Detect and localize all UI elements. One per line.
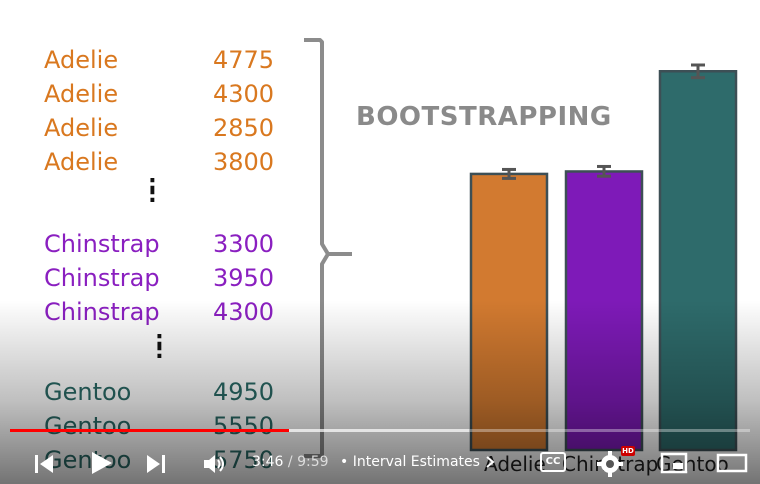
settings-gear-icon[interactable] bbox=[596, 450, 624, 478]
previous-icon[interactable] bbox=[32, 452, 56, 476]
cc-label: CC bbox=[545, 456, 561, 467]
volume-icon[interactable] bbox=[202, 452, 228, 476]
progress-played bbox=[10, 429, 289, 432]
table-mass-1: 4300 bbox=[213, 80, 275, 108]
table-mass-4: 3300 bbox=[213, 230, 275, 258]
table-mass-7: 4950 bbox=[213, 378, 275, 406]
error-bar-gentoo bbox=[691, 63, 705, 80]
bar-chart bbox=[469, 63, 738, 452]
bar-gentoo bbox=[658, 70, 738, 452]
bar-adelie bbox=[469, 172, 549, 452]
vertical-ellipsis-0: : : bbox=[148, 171, 157, 208]
table-species-6: Chinstrap bbox=[44, 298, 160, 326]
chapter-title: Interval Estimates bbox=[352, 454, 480, 470]
time-display: 3:46 / 9:59 bbox=[252, 454, 329, 470]
chapter-button[interactable]: • Interval Estimates bbox=[340, 454, 496, 470]
vertical-ellipsis-1: : : bbox=[155, 327, 164, 364]
table-species-7: Gentoo bbox=[44, 378, 132, 406]
next-icon[interactable] bbox=[144, 452, 168, 476]
table-species-4: Chinstrap bbox=[44, 230, 160, 258]
chapter-separator: • bbox=[340, 454, 349, 470]
bootstrapping-title: BOOTSTRAPPING bbox=[356, 102, 612, 132]
time-current: 3:46 bbox=[252, 454, 284, 470]
table-mass-5: 3950 bbox=[213, 264, 275, 292]
miniplayer-icon[interactable] bbox=[660, 452, 688, 474]
table-mass-6: 4300 bbox=[213, 298, 275, 326]
captions-button[interactable]: CC bbox=[540, 452, 566, 472]
error-bar-chinstrap bbox=[597, 164, 611, 178]
chevron-right-icon bbox=[486, 456, 495, 468]
curly-brace bbox=[304, 38, 352, 458]
table-mass-3: 3800 bbox=[213, 148, 275, 176]
theater-mode-icon[interactable] bbox=[716, 452, 748, 474]
bar-chinstrap bbox=[564, 170, 644, 452]
hd-badge: HD bbox=[621, 446, 635, 456]
table-species-0: Adelie bbox=[44, 46, 119, 74]
table-species-8: Gentoo bbox=[44, 412, 132, 440]
table-species-1: Adelie bbox=[44, 80, 119, 108]
time-separator: / bbox=[283, 454, 298, 470]
table-species-2: Adelie bbox=[44, 114, 119, 142]
table-mass-2: 2850 bbox=[213, 114, 275, 142]
time-duration: 9:59 bbox=[297, 454, 329, 470]
progress-bar[interactable] bbox=[10, 429, 750, 432]
error-bar-adelie bbox=[502, 167, 516, 180]
table-species-5: Chinstrap bbox=[44, 264, 160, 292]
table-mass-0: 4775 bbox=[213, 46, 275, 74]
table-species-3: Adelie bbox=[44, 148, 119, 176]
table-mass-8: 5550 bbox=[213, 412, 275, 440]
play-icon[interactable] bbox=[88, 450, 114, 476]
